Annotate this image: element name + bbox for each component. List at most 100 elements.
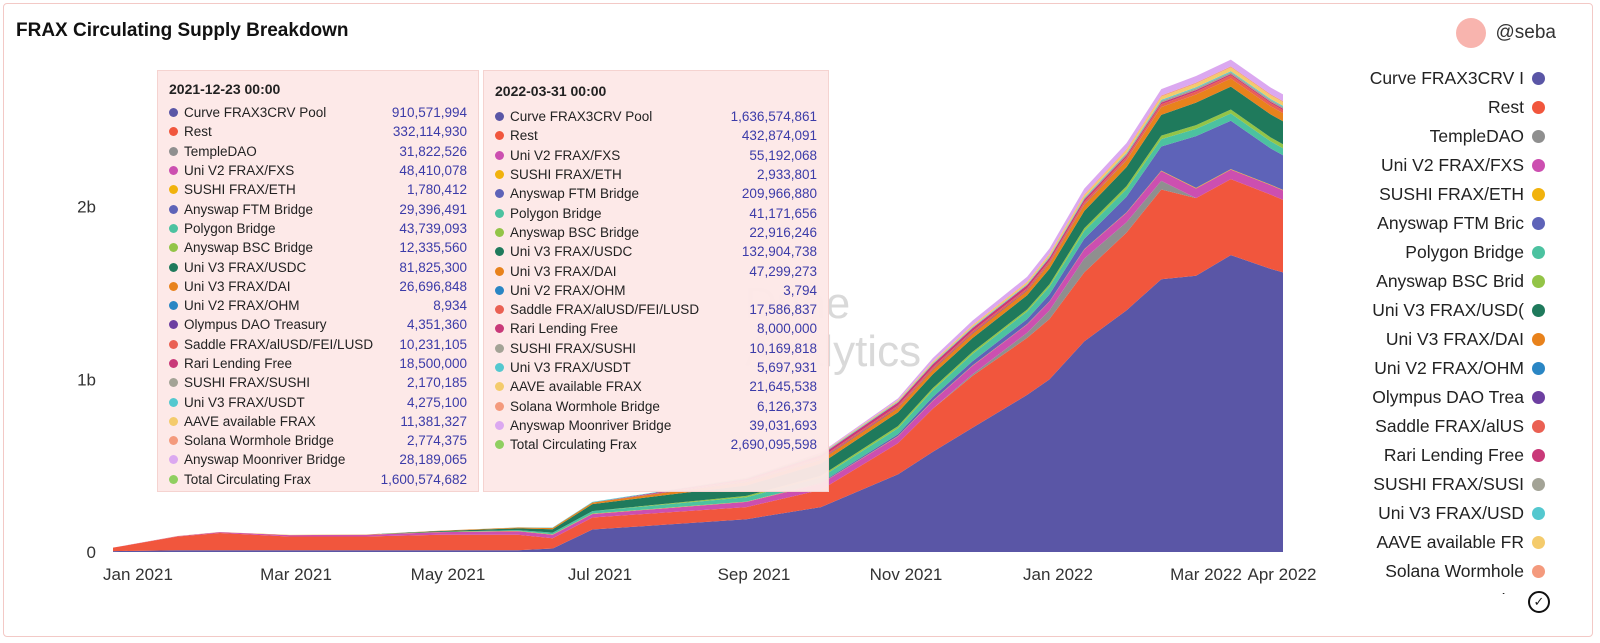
tooltip-series-value: 1,780,412 (406, 182, 467, 198)
legend-color-dot-icon[interactable] (1532, 362, 1545, 375)
legend-color-dot-icon[interactable] (1532, 478, 1545, 491)
tooltip-series-name: Polygon Bridge (184, 220, 276, 236)
series-color-dot-icon (169, 416, 178, 426)
legend-label[interactable]: Anyswap FTM Bric (1377, 213, 1524, 233)
legend-color-dot-icon[interactable] (1532, 101, 1545, 114)
series-color-dot-icon (495, 401, 504, 411)
y-tick-label: 1b (77, 370, 96, 389)
tooltip-series-name: SUSHI FRAX/ETH (184, 182, 296, 198)
author-name[interactable]: @seba (1495, 22, 1557, 43)
tooltip-row: Uni V2 FRAX/FXS 48,410,078 (169, 161, 467, 180)
legend-item[interactable]: Olympus DAO Trea (1355, 383, 1545, 412)
legend-item[interactable]: Uni V3 FRAX/USD (1355, 499, 1545, 528)
legend-item[interactable]: TempleDAO (1355, 122, 1545, 151)
series-color-dot-icon (495, 150, 504, 160)
tooltip-row: SUSHI FRAX/SUSHI 2,170,185 (169, 373, 467, 392)
tooltip-series-name: AAVE available FRAX (510, 379, 642, 395)
tooltip-series-name: Solana Wormhole Bridge (510, 398, 660, 414)
tooltip-series-name: TempleDAO (184, 143, 257, 159)
tooltip-row: Olympus DAO Treasury 4,351,360 (169, 315, 467, 334)
legend-label[interactable]: Uni V3 FRAX/USD (1378, 503, 1524, 523)
tooltip-series-value: 17,586,837 (749, 302, 817, 318)
legend-color-dot-icon[interactable] (1532, 333, 1545, 346)
series-color-dot-icon (169, 108, 178, 118)
legend-label[interactable]: SUSHI FRAX/SUSI (1373, 474, 1524, 494)
legend-item[interactable]: Rest (1355, 93, 1545, 122)
legend-label[interactable]: Rest (1488, 97, 1524, 117)
tooltip-series-value: 22,916,246 (749, 224, 817, 240)
tooltip-series-value: 8,934 (433, 298, 467, 314)
y-tick-label: 0 (87, 543, 96, 562)
legend-item[interactable]: SUSHI FRAX/SUSI (1355, 470, 1545, 499)
tooltip-2022-03-31: 2022-03-31 00:00 Curve FRAX3CRV Pool 1,63… (483, 70, 829, 492)
series-color-dot-icon (495, 227, 504, 237)
legend-item[interactable]: AAVE available FR (1355, 528, 1545, 557)
area-series-group (113, 59, 1283, 553)
legend-item[interactable]: Anyswap FTM Bric (1355, 209, 1545, 238)
tooltip-series-name: Rest (510, 128, 538, 144)
legend-item[interactable]: Rari Lending Free (1355, 441, 1545, 470)
author-badge[interactable]: @seba (1455, 18, 1557, 48)
tooltip-series-name: Anyswap FTM Bridge (510, 186, 640, 202)
legend-label[interactable]: Uni V3 FRAX/DAI (1385, 329, 1524, 349)
legend-item[interactable]: Uni V2 FRAX/OHM (1355, 354, 1545, 383)
legend-color-dot-icon[interactable] (1532, 130, 1545, 143)
legend-label[interactable]: Curve FRAX3CRV I (1369, 68, 1524, 88)
legend-color-dot-icon[interactable] (1532, 246, 1545, 259)
tooltip-2021-12-23: 2021-12-23 00:00 Curve FRAX3CRV Pool 910,… (157, 70, 479, 492)
legend-label[interactable]: Olympus DAO Trea (1372, 387, 1524, 407)
legend[interactable]: Curve FRAX3CRV I Rest TempleDAO Uni V2 FRAX… (1355, 64, 1545, 594)
legend-color-dot-icon[interactable] (1532, 507, 1545, 520)
legend-label[interactable]: Rari Lending Free (1383, 445, 1524, 465)
legend-color-dot-icon[interactable] (1532, 275, 1545, 288)
legend-label[interactable]: SUSHI FRAX/ETH (1379, 184, 1524, 204)
legend-color-dot-icon[interactable] (1532, 304, 1545, 317)
legend-item[interactable]: Polygon Bridge (1355, 238, 1545, 267)
area-rest[interactable] (113, 179, 1283, 552)
legend-label[interactable]: Saddle FRAX/alUS (1375, 416, 1524, 436)
legend-color-dot-icon[interactable] (1532, 159, 1545, 172)
tooltip-series-value: 3,794 (783, 282, 817, 298)
area-curve[interactable] (113, 255, 1283, 553)
legend-label[interactable]: Polygon Bridge (1405, 242, 1524, 262)
area-univ3usdc[interactable] (113, 86, 1283, 548)
legend-item[interactable]: Anyswap BSC Brid (1355, 267, 1545, 296)
legend-color-dot-icon[interactable] (1532, 391, 1545, 404)
legend-label[interactable]: AAVE available FR (1376, 532, 1524, 552)
legend-color-dot-icon[interactable] (1532, 565, 1545, 578)
tooltip-row: Saddle FRAX/alUSD/FEI/LUSD 10,231,105 (169, 335, 467, 354)
legend-item[interactable]: Anyswap Moonrive (1355, 586, 1545, 594)
legend-label[interactable]: Uni V3 FRAX/USD( (1372, 300, 1524, 320)
legend-color-dot-icon[interactable] (1532, 217, 1545, 230)
tooltip-row: Uni V3 FRAX/USDT 5,697,931 (495, 358, 817, 377)
series-color-dot-icon (169, 397, 178, 407)
legend-label[interactable]: TempleDAO (1429, 126, 1524, 146)
avatar[interactable] (1455, 18, 1486, 48)
legend-label[interactable]: Uni V2 FRAX/FXS (1381, 155, 1524, 175)
checkmark-icon[interactable]: ✓ (1528, 591, 1550, 613)
tooltip-series-name: Anyswap Moonriver Bridge (184, 452, 346, 468)
area-ftm[interactable] (113, 120, 1283, 548)
legend-color-dot-icon[interactable] (1532, 449, 1545, 462)
legend-item[interactable]: Uni V3 FRAX/DAI (1355, 325, 1545, 354)
legend-item[interactable]: Curve FRAX3CRV I (1355, 64, 1545, 93)
chart-title: FRAX Circulating Supply Breakdown (16, 20, 349, 41)
legend-label[interactable]: Anyswap Moonrive (1376, 590, 1524, 594)
x-tick-label: Nov 2021 (870, 565, 943, 584)
legend-color-dot-icon[interactable] (1532, 536, 1545, 549)
tooltip-series-value: 21,645,538 (749, 379, 817, 395)
legend-label[interactable]: Anyswap BSC Brid (1376, 271, 1524, 291)
series-color-dot-icon (169, 281, 178, 291)
legend-item[interactable]: SUSHI FRAX/ETH (1355, 180, 1545, 209)
legend-color-dot-icon[interactable] (1532, 72, 1545, 85)
legend-item[interactable]: Solana Wormhole (1355, 557, 1545, 586)
legend-item[interactable]: Uni V3 FRAX/USD( (1355, 296, 1545, 325)
legend-color-dot-icon[interactable] (1532, 188, 1545, 201)
legend-label[interactable]: Uni V2 FRAX/OHM (1374, 358, 1524, 378)
legend-color-dot-icon[interactable] (1532, 420, 1545, 433)
tooltip-series-name: SUSHI FRAX/SUSHI (510, 340, 637, 356)
legend-label[interactable]: Solana Wormhole (1385, 561, 1524, 581)
legend-item[interactable]: Uni V2 FRAX/FXS (1355, 151, 1545, 180)
legend-item[interactable]: Saddle FRAX/alUS (1355, 412, 1545, 441)
tooltip-series-name: Uni V2 FRAX/OHM (510, 282, 626, 298)
